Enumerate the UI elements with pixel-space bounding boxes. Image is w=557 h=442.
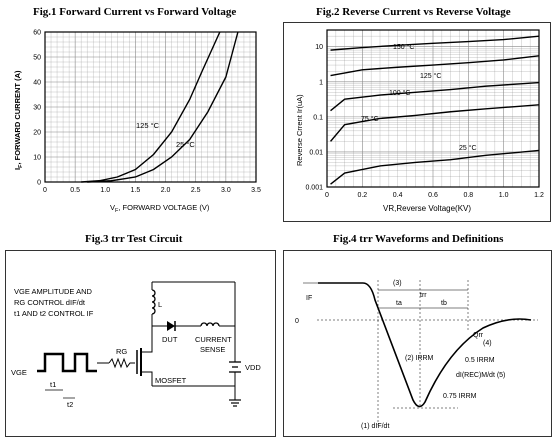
vdd-label: VDD <box>245 363 261 372</box>
fig1-y-tick-label: 0 <box>37 180 41 187</box>
fig2-title: Fig.2 Reverse Current vs Reverse Voltage <box>316 6 511 18</box>
fig1-x-tick-label: 0 <box>43 187 47 194</box>
t2-label: t2 <box>67 400 73 409</box>
fig2-y-tick-label: 0.001 <box>305 185 323 192</box>
fig1-y-tick-label: 20 <box>33 130 41 137</box>
fig2-x-axis-label: VR,Reverse Voltage(KV) <box>383 204 471 213</box>
di-rec-label: dI(REC)M/dt (5) <box>456 372 505 379</box>
fig1-y-tick-label: 30 <box>33 105 41 112</box>
circuit-note-2: RG CONTROL dIF/dt <box>14 298 86 307</box>
fig1-series-line-1 <box>87 31 239 183</box>
fig2-series-label-25: 25 °C <box>459 144 477 152</box>
irrm-label: (2) IRRM <box>405 355 434 362</box>
current-sense-coil <box>200 322 220 327</box>
fig3-panel <box>5 250 276 437</box>
fig1-tick-labels: 0 0.5 1.0 1.5 2.0 2.5 3.0 3.5 0 10 20 30 40 50 60 <box>33 30 261 195</box>
inductor-l <box>151 289 156 315</box>
dut-label: DUT <box>162 335 178 344</box>
fig1-series-label-125: 125 °C <box>136 121 160 130</box>
current-sense-label-1: CURRENT <box>195 335 232 344</box>
fig1-x-axis-label: VF, FORWARD VOLTAGE (V) <box>110 203 210 214</box>
fig1-x-tick-label: 1.0 <box>100 187 110 194</box>
fig2-y-tick-label: 10 <box>315 44 323 51</box>
fig2-grid <box>326 29 540 188</box>
fig1-y-tick-label: 50 <box>33 55 41 62</box>
mosfet-label: MOSFET <box>155 376 187 385</box>
t1-label: t1 <box>50 380 56 389</box>
fig4-title: Fig.4 trr Waveforms and Definitions <box>333 233 504 245</box>
mosfet-drain <box>141 338 153 353</box>
fig2-series-label-75: 75 °C <box>361 115 379 123</box>
recovery-current-waveform <box>318 282 532 408</box>
label-4: (4) <box>483 340 492 347</box>
ta-label: ta <box>396 300 402 307</box>
fig2-series-line-0 <box>330 35 540 51</box>
fig2-x-tick-label: 0.2 <box>357 192 367 199</box>
fig1-title: Fig.1 Forward Current vs Forward Voltage <box>33 6 237 18</box>
fig2-series-line-1 <box>330 55 540 77</box>
fig2-y-tick-label: 1 <box>319 79 323 86</box>
mosfet-source <box>141 371 153 386</box>
fig2-plot-frame <box>326 29 540 188</box>
fig1-x-tick-label: 0.5 <box>70 187 80 194</box>
fig1-series-label-25: 25 °C <box>176 140 195 149</box>
trr-label: trr <box>420 292 427 299</box>
p75-irrm-label: 0.75 IRRM <box>443 393 477 400</box>
vge-label: VGE <box>11 368 27 377</box>
fig1-y-axis-label: IF, FORWARD CURRENT (A) <box>13 70 24 170</box>
half-irrm-label: 0.5 IRRM <box>465 357 495 364</box>
fig2-tick-labels: 0 0.2 0.4 0.6 0.8 1.0 1.2 0.001 0.01 0.1 1 10 <box>305 44 544 199</box>
rg-label: RG <box>116 347 127 356</box>
fig1-x-tick-label: 2.0 <box>161 187 171 194</box>
fig1-y-tick-label: 40 <box>33 80 41 87</box>
label-3: (3) <box>393 280 402 287</box>
fig1-y-tick-label: 10 <box>33 155 41 162</box>
fig4-waveform: IF 0 (3) trr ta tb Qrr (4) (2) IRRM 0.5 … <box>295 280 538 430</box>
fig1-x-tick-label: 2.5 <box>191 187 201 194</box>
dut-diode <box>167 321 175 331</box>
dif-dt-label: (1) dIF/dt <box>361 423 389 430</box>
fig2-panel <box>283 22 551 222</box>
gate-pulse-waveform <box>37 352 97 373</box>
l-label: L <box>158 300 162 309</box>
fig3-circuit: VGE AMPLITUDE AND RG CONTROL dIF/dt t1 A… <box>11 281 261 409</box>
tb-label: tb <box>441 300 447 307</box>
fig1-x-tick-label: 3.0 <box>221 187 231 194</box>
fig2-series-line-3 <box>329 104 540 142</box>
fig1-chart: 0 0.5 1.0 1.5 2.0 2.5 3.0 3.5 0 10 20 30 40 50 60 125 … <box>13 30 261 215</box>
circuit-note-1: VGE AMPLITUDE AND <box>14 287 93 296</box>
fig1-x-tick-label: 1.5 <box>131 187 141 194</box>
fig2-x-tick-label: 1.2 <box>534 192 544 199</box>
fig1-series <box>81 31 239 183</box>
fig1-series-line-0 <box>81 31 221 183</box>
fig3-title: Fig.3 trr Test Circuit <box>85 233 183 245</box>
fig2-series <box>329 35 540 185</box>
fig1-y-tick-label: 60 <box>33 30 41 37</box>
if-label: IF <box>306 295 312 302</box>
fig2-y-axis-label: Reverse Crrent Ir(uA) <box>295 94 304 166</box>
fig2-y-tick-label: 0.01 <box>309 149 323 156</box>
fig1-grid <box>44 31 257 183</box>
fig1-plot-frame <box>44 31 257 183</box>
fig2-x-tick-label: 0.8 <box>463 192 473 199</box>
fig2-series-line-2 <box>330 81 540 112</box>
fig2-y-tick-label: 0.1 <box>313 114 323 121</box>
fig2-series-label-100: 100 °C <box>389 89 410 97</box>
fig2-series-label-150: 150 °C <box>393 43 414 51</box>
zero-label: 0 <box>295 318 299 325</box>
circuit-note-3: t1 AND t2 CONTROL IF <box>14 309 94 318</box>
fig1-x-tick-label: 3.5 <box>251 187 261 194</box>
qrr-label: Qrr <box>473 332 484 339</box>
fig2-x-tick-label: 0 <box>325 192 329 199</box>
current-sense-label-2: SENSE <box>200 345 225 354</box>
gate-resistor <box>108 357 135 369</box>
fig2-series-line-4 <box>330 149 540 185</box>
fig2-series-label-125: 125 °C <box>420 72 441 80</box>
fig2-x-tick-label: 0.4 <box>393 192 403 199</box>
fig2-chart: 0 0.2 0.4 0.6 0.8 1.0 1.2 0.001 0.01 0.1 1 10 150 °… <box>295 29 544 213</box>
fig2-x-tick-label: 1.0 <box>499 192 509 199</box>
fig2-x-tick-label: 0.6 <box>428 192 438 199</box>
